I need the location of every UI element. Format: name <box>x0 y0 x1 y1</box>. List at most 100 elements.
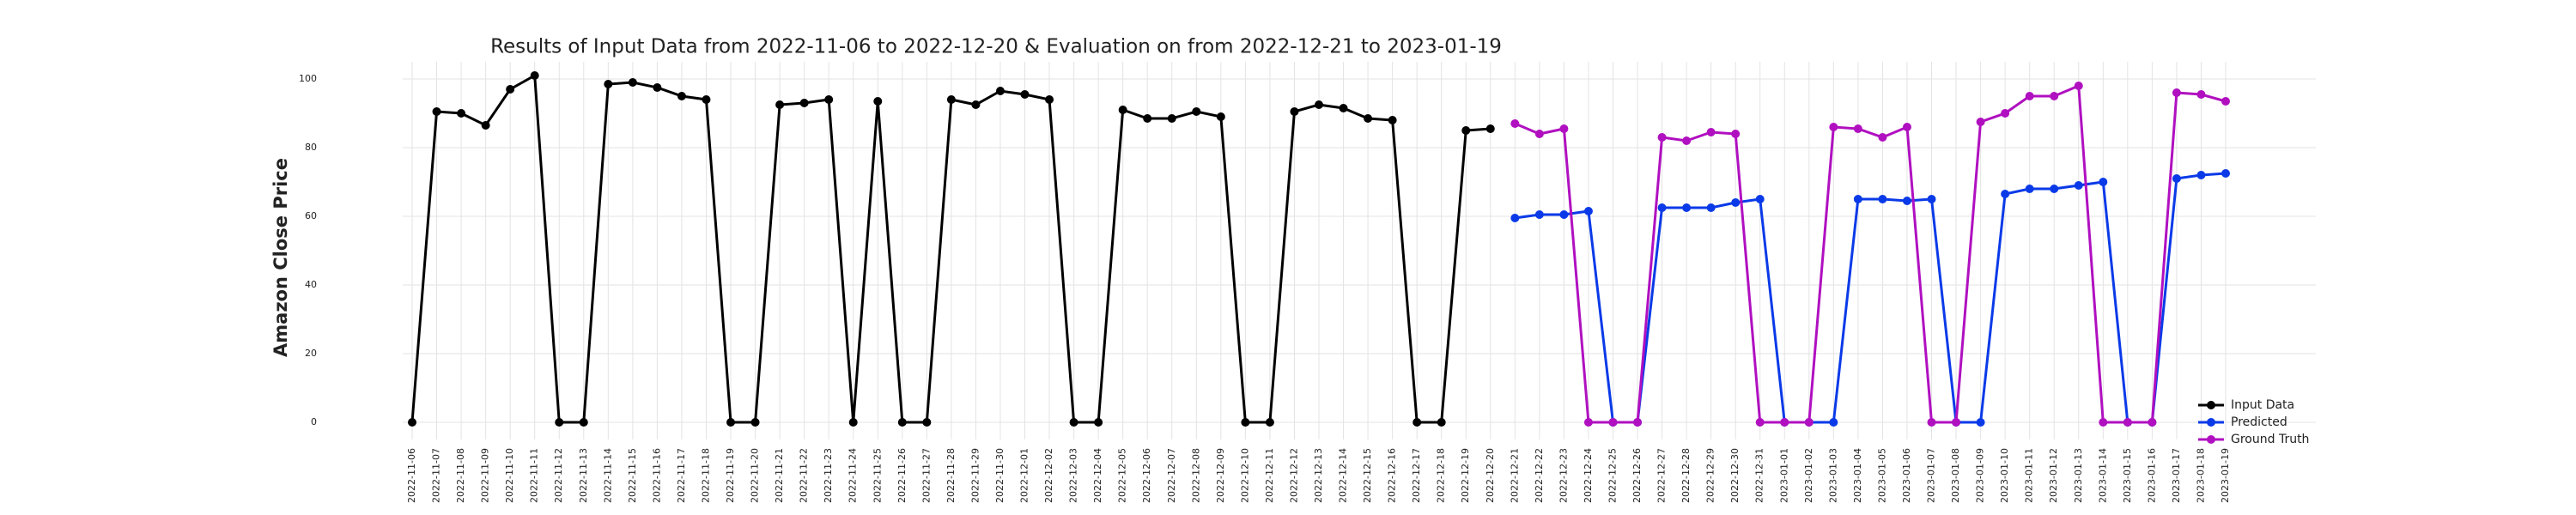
data-point <box>726 418 736 427</box>
data-point <box>775 100 785 109</box>
x-tick-label: 2022-12-11 <box>1264 448 1275 503</box>
data-point <box>1315 100 1323 109</box>
data-point <box>1755 195 1765 203</box>
x-tick-label: 2022-12-19 <box>1460 448 1471 503</box>
x-tick-label: 2022-12-17 <box>1411 448 1422 503</box>
data-point <box>1731 198 1741 207</box>
x-tick-label: 2022-12-08 <box>1190 448 1201 503</box>
x-tick-label: 2022-11-16 <box>651 448 662 503</box>
x-tick-label: 2022-12-09 <box>1215 448 1226 503</box>
data-point <box>457 109 466 118</box>
x-tick-label: 2022-11-23 <box>823 448 834 503</box>
data-point <box>1706 203 1716 212</box>
x-tick-label: 2022-12-23 <box>1558 448 1569 503</box>
x-tick-label: 2022-12-21 <box>1509 448 1520 503</box>
data-point <box>2099 418 2108 427</box>
data-point <box>799 99 809 107</box>
x-tick-label: 2022-11-29 <box>969 448 981 503</box>
y-tick-label: 100 <box>299 73 317 84</box>
data-point <box>1976 118 1985 126</box>
x-tick-label: 2022-12-02 <box>1043 448 1054 503</box>
data-point <box>2074 82 2083 90</box>
data-point <box>1682 203 1692 212</box>
data-point <box>2148 418 2157 427</box>
x-tick-label: 2022-12-14 <box>1338 448 1349 503</box>
chart-title: Results of Input Data from 2022-11-06 to… <box>490 36 1502 58</box>
legend-label: Input Data <box>2231 398 2294 412</box>
x-tick-label: 2023-01-06 <box>1901 448 1912 503</box>
data-point <box>1241 418 1250 427</box>
x-tick-label: 2023-01-12 <box>2048 448 2059 503</box>
data-point <box>2050 185 2059 193</box>
data-point <box>1731 130 1741 138</box>
x-tick-label: 2022-12-15 <box>1362 448 1373 503</box>
x-tick-label: 2023-01-01 <box>1778 448 1789 503</box>
data-point <box>1069 418 1078 427</box>
data-point <box>1559 124 1569 133</box>
data-point <box>1290 107 1299 116</box>
x-tick-label: 2022-11-06 <box>406 448 417 503</box>
data-point <box>873 97 883 106</box>
data-point <box>408 418 416 427</box>
y-tick-label: 60 <box>305 210 317 221</box>
x-tick-label: 2022-11-17 <box>676 448 687 503</box>
x-tick-label: 2022-12-31 <box>1754 448 1765 503</box>
data-point <box>1167 114 1176 123</box>
data-point <box>1902 197 1911 205</box>
data-point <box>1192 107 1201 116</box>
x-tick-label: 2022-12-01 <box>1019 448 1030 503</box>
data-point <box>2001 109 2010 118</box>
data-point <box>1657 133 1667 142</box>
data-point <box>1485 124 1495 133</box>
x-tick-label: 2022-12-25 <box>1607 448 1618 503</box>
x-tick-label: 2022-11-15 <box>627 448 638 503</box>
data-point <box>1829 418 1838 427</box>
data-point <box>1976 418 1985 427</box>
data-point <box>1853 124 1862 133</box>
x-tick-label: 2022-11-30 <box>994 448 1005 503</box>
x-tick-label: 2022-11-11 <box>529 448 540 503</box>
x-tick-label: 2023-01-11 <box>2024 448 2035 503</box>
x-tick-label: 2022-11-07 <box>431 448 442 503</box>
x-tick-label: 2023-01-05 <box>1876 448 1887 503</box>
data-point <box>579 418 588 427</box>
data-point <box>971 100 981 109</box>
data-point <box>1608 418 1618 427</box>
x-tick-label: 2022-12-05 <box>1117 448 1128 503</box>
data-point <box>1952 418 1961 427</box>
x-tick-label: 2022-11-20 <box>750 448 761 503</box>
x-tick-label: 2023-01-16 <box>2146 448 2157 503</box>
x-tick-label: 2022-11-08 <box>455 448 466 503</box>
x-tick-label: 2022-12-26 <box>1631 448 1643 503</box>
x-tick-label: 2023-01-07 <box>1926 448 1937 503</box>
x-tick-label: 2022-11-13 <box>578 448 589 503</box>
x-tick-label: 2022-11-14 <box>602 448 613 503</box>
x-tick-label: 2022-12-03 <box>1068 448 1079 503</box>
x-tick-label: 2023-01-19 <box>2220 448 2231 503</box>
data-point <box>1388 116 1397 124</box>
legend-marker <box>2207 401 2215 409</box>
x-tick-label: 2023-01-17 <box>2171 448 2182 503</box>
x-tick-label: 2022-11-19 <box>725 448 736 503</box>
data-point <box>1804 418 1814 427</box>
data-point <box>2123 418 2132 427</box>
x-tick-label: 2023-01-14 <box>2097 448 2108 503</box>
series-line <box>1514 83 2227 424</box>
x-tick-label: 2022-12-16 <box>1387 448 1398 503</box>
data-point <box>995 87 1005 95</box>
x-tick-label: 2022-11-22 <box>799 448 810 503</box>
data-point <box>2025 92 2034 100</box>
y-tick-label: 80 <box>305 142 317 153</box>
data-point <box>897 418 907 427</box>
x-tick-label: 2023-01-03 <box>1827 448 1838 503</box>
data-point <box>1927 195 1936 203</box>
data-point <box>702 95 711 104</box>
data-point <box>1045 95 1054 104</box>
x-tick-label: 2023-01-18 <box>2195 448 2206 503</box>
data-point <box>750 418 760 427</box>
x-tick-label: 2022-12-28 <box>1680 448 1692 503</box>
data-point <box>1143 114 1152 123</box>
data-point <box>555 418 564 427</box>
data-point <box>628 78 637 87</box>
